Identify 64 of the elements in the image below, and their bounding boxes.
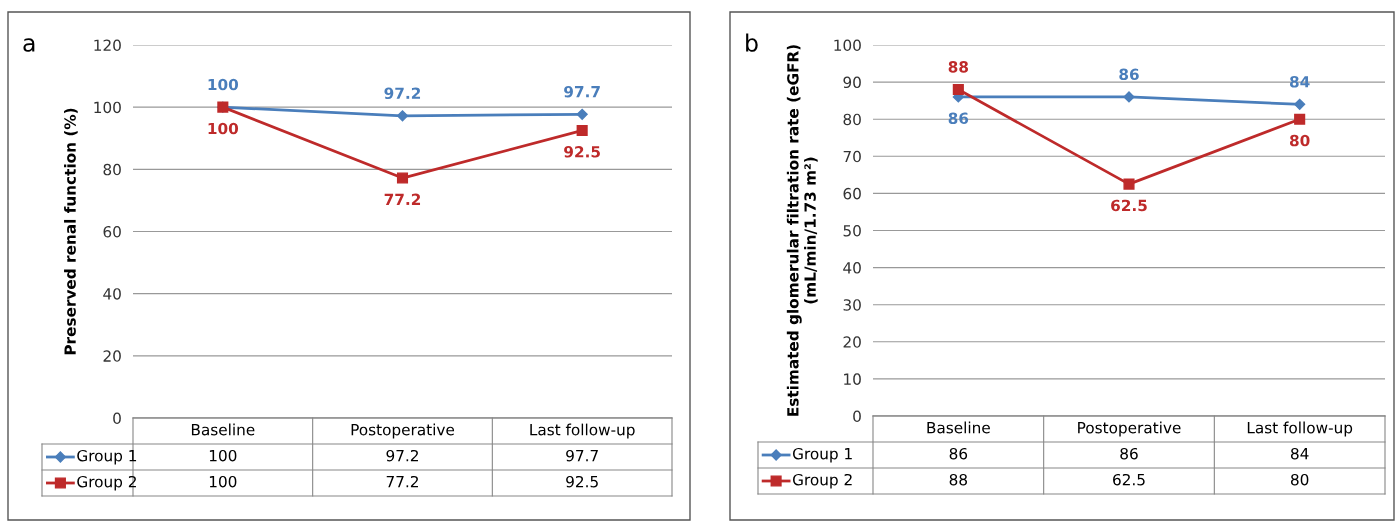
y-axis-title: Estimated glomerular filtration rate (eGFR) (mL/min/1.73 m²): [786, 45, 818, 416]
data-label: 100: [208, 78, 239, 91]
x-tick-label: Baseline: [191, 423, 255, 436]
x-tick-label: Postoperative: [351, 423, 455, 439]
y-tick-label: 120: [94, 39, 121, 52]
text: 100: [209, 449, 237, 462]
text: 86: [1120, 447, 1138, 460]
point: [396, 172, 409, 184]
x-tick-label: Baseline: [927, 421, 990, 434]
y-tick-label: 30: [843, 299, 861, 311]
point: [1123, 178, 1135, 190]
text: 77.2: [386, 475, 418, 488]
y-tick-label: 60: [843, 187, 861, 200]
data-label: 86: [948, 112, 969, 125]
point: [576, 108, 588, 120]
point: [952, 83, 964, 96]
point: [576, 124, 588, 137]
y-tick-label: 0: [853, 410, 861, 423]
y-tick-label: 10: [844, 373, 861, 385]
legend-label: Group 1: [792, 447, 852, 463]
y-tick-label: 40: [843, 262, 861, 274]
y-tick-label: 20: [103, 350, 121, 362]
text: 80: [1290, 473, 1309, 486]
text: 88: [949, 473, 968, 486]
point: [1294, 113, 1306, 125]
data-label: 88: [948, 61, 969, 73]
text: 84: [1290, 447, 1309, 460]
data-label: 62.5: [1111, 199, 1147, 212]
x-tick-label: Last follow-up: [1247, 421, 1353, 437]
y-tick-label: 60: [103, 225, 121, 238]
text: 62.5: [1113, 473, 1145, 486]
data-label: 97.2: [384, 87, 421, 100]
y-tick-label: 20: [843, 336, 861, 348]
point: [1294, 98, 1306, 110]
text: 97.7: [566, 449, 598, 462]
y-tick-label: 100: [834, 39, 861, 52]
data-label: 77.2: [384, 193, 421, 205]
data-label: 86: [1119, 68, 1139, 81]
x-tick-label: Postoperative: [1078, 421, 1181, 437]
chart-title: a: [23, 38, 35, 52]
point: [396, 110, 409, 122]
text: 92.5: [566, 475, 598, 488]
data-label: 80: [1289, 134, 1310, 147]
y-tick-label: 80: [103, 163, 121, 176]
text: 86: [949, 447, 968, 460]
x-tick-label: Last follow-up: [530, 423, 635, 439]
y-tick-label: 100: [94, 101, 121, 114]
y-tick-label: 90: [843, 76, 861, 89]
y-tick-label: 70: [843, 150, 861, 163]
y-tick-label: 40: [103, 288, 121, 300]
y-tick-label: 80: [843, 113, 861, 126]
legend-label: Group 1: [77, 449, 137, 465]
data-label: 100: [208, 122, 239, 135]
legend-label: Group 2: [792, 473, 852, 489]
chart-title: b: [746, 33, 758, 52]
legend-label: Group 2: [77, 475, 136, 491]
text: 97.2: [386, 449, 418, 462]
text: 100: [209, 475, 237, 488]
y-axis-title: Preserved renal function (%): [64, 108, 78, 355]
data-label: 97.7: [564, 85, 600, 98]
y-tick-label: 50: [843, 224, 861, 237]
y-tick-label: 0: [113, 412, 121, 425]
data-label: 92.5: [564, 146, 600, 158]
data-label: 84: [1289, 75, 1310, 88]
